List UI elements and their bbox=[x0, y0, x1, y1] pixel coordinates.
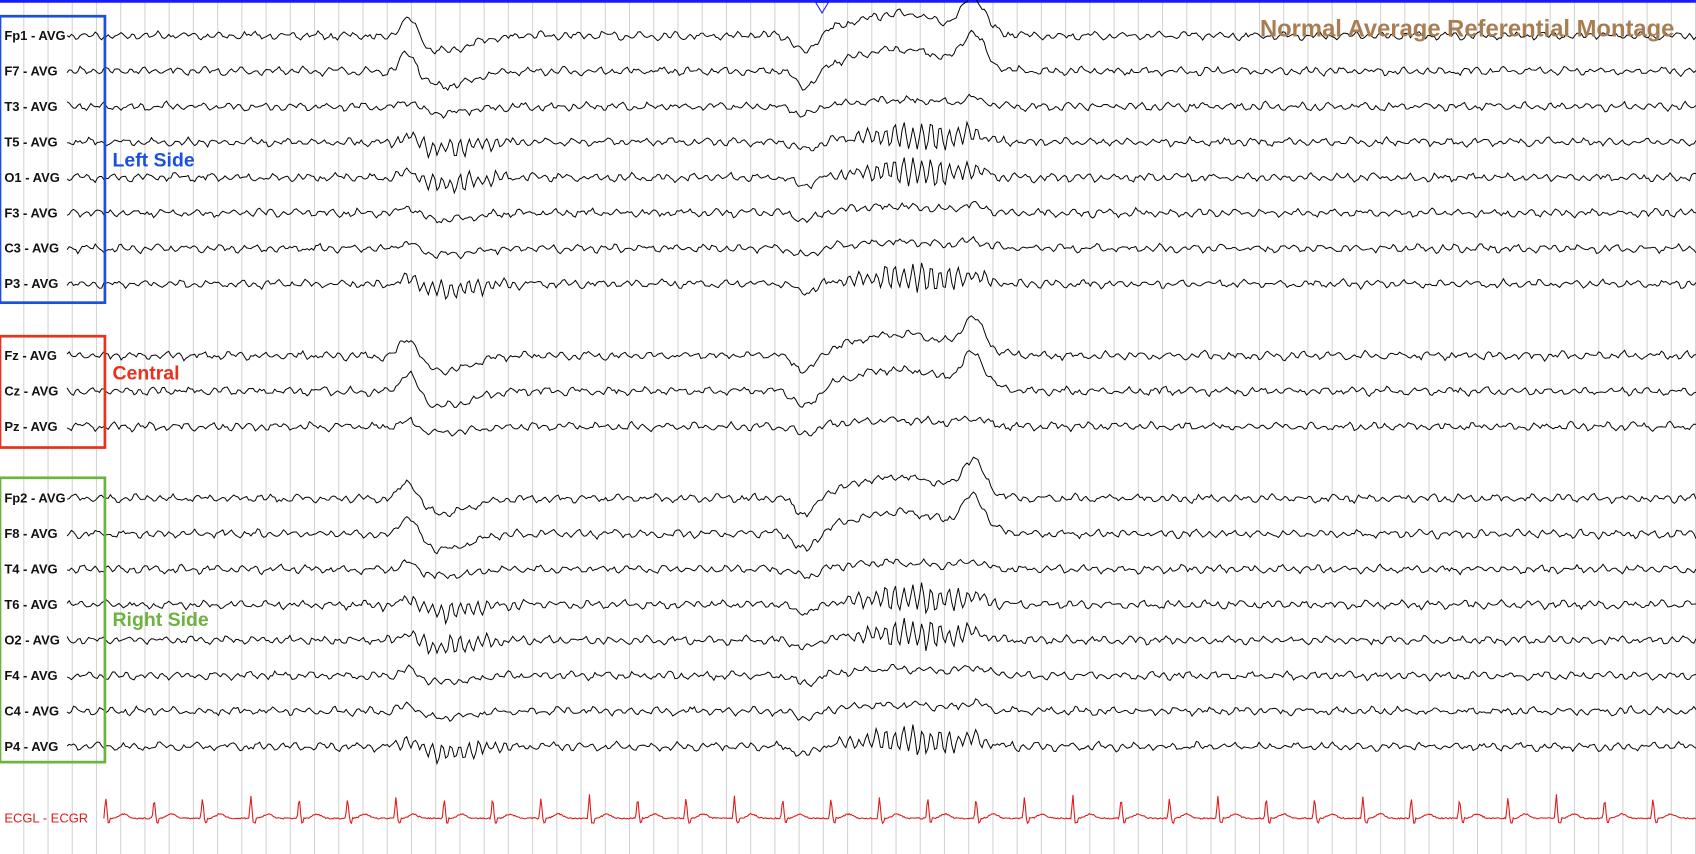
channel-label: T6 - AVG bbox=[4, 597, 57, 612]
eeg-trace bbox=[66, 0, 1696, 55]
channel-label: Fp1 - AVG bbox=[4, 28, 65, 43]
channel-label: T4 - AVG bbox=[4, 562, 57, 577]
time-grid bbox=[23, 0, 1696, 854]
eeg-trace bbox=[66, 582, 1696, 626]
eeg-trace bbox=[66, 698, 1696, 722]
eeg-trace bbox=[66, 262, 1696, 301]
channel-label: P4 - AVG bbox=[4, 739, 58, 754]
eeg-trace bbox=[66, 415, 1696, 437]
montage-title: Normal Average Referential Montage bbox=[1260, 16, 1674, 43]
channel-label: C3 - AVG bbox=[4, 241, 59, 256]
channel-label: T5 - AVG bbox=[4, 134, 57, 149]
traces bbox=[66, 0, 1696, 825]
channel-label: Pz - AVG bbox=[4, 419, 57, 434]
channel-label: ECGL - ECGR bbox=[4, 811, 88, 826]
eeg-trace bbox=[66, 618, 1696, 655]
eeg-trace bbox=[67, 120, 1696, 160]
cursor-marker bbox=[814, 1, 830, 15]
channel-label: C4 - AVG bbox=[4, 703, 59, 718]
group-box bbox=[0, 334, 107, 449]
eeg-trace bbox=[66, 93, 1696, 119]
eeg-trace bbox=[66, 29, 1696, 92]
channel-label: F8 - AVG bbox=[4, 526, 57, 541]
channel-label: Fp2 - AVG bbox=[4, 491, 65, 506]
channel-label: F4 - AVG bbox=[4, 668, 57, 683]
group-label: Right Side bbox=[112, 609, 208, 631]
eeg-trace bbox=[66, 558, 1696, 580]
ecg-trace bbox=[103, 794, 1696, 825]
eeg-trace bbox=[66, 349, 1696, 408]
eeg-trace bbox=[66, 315, 1696, 376]
channel-label: Cz - AVG bbox=[4, 383, 58, 398]
group-box bbox=[0, 14, 107, 305]
channel-label: Fz - AVG bbox=[4, 348, 57, 363]
channel-label: O2 - AVG bbox=[4, 633, 60, 648]
channel-label: F7 - AVG bbox=[4, 63, 57, 78]
channel-label: P3 - AVG bbox=[4, 276, 58, 291]
eeg-trace bbox=[66, 157, 1696, 195]
group-label: Left Side bbox=[112, 149, 194, 171]
channel-label: T3 - AVG bbox=[4, 99, 57, 114]
group-label: Central bbox=[112, 362, 179, 384]
eeg-trace bbox=[66, 235, 1696, 260]
labels: Left Side Fp1 - AVG F7 - AVG T3 - AVG T5 - A… bbox=[0, 14, 209, 826]
eeg-trace bbox=[66, 200, 1696, 224]
group-box bbox=[0, 476, 107, 764]
eeg-trace bbox=[66, 456, 1696, 518]
eeg-trace bbox=[66, 663, 1696, 688]
eeg-trace bbox=[66, 491, 1696, 555]
channel-label: O1 - AVG bbox=[4, 170, 60, 185]
channel-label: F3 - AVG bbox=[4, 205, 57, 220]
eeg-trace bbox=[66, 724, 1696, 766]
